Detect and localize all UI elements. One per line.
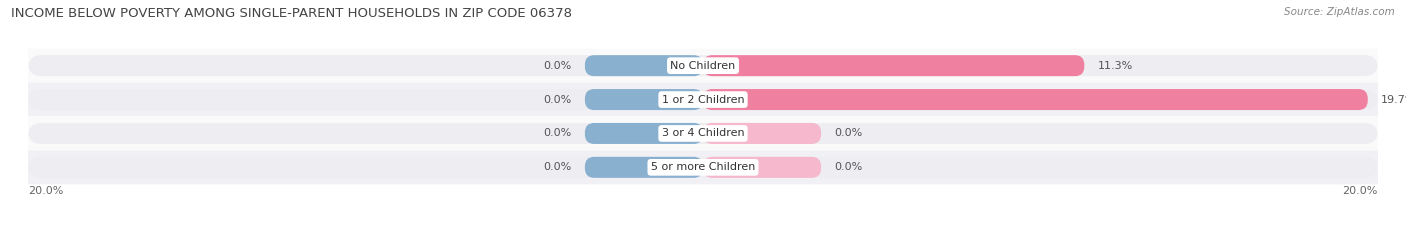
Text: 3 or 4 Children: 3 or 4 Children <box>662 128 744 138</box>
FancyBboxPatch shape <box>28 89 1378 110</box>
FancyBboxPatch shape <box>703 89 1368 110</box>
Text: INCOME BELOW POVERTY AMONG SINGLE-PARENT HOUSEHOLDS IN ZIP CODE 06378: INCOME BELOW POVERTY AMONG SINGLE-PARENT… <box>11 7 572 20</box>
FancyBboxPatch shape <box>28 55 1378 76</box>
Text: 0.0%: 0.0% <box>543 162 571 172</box>
FancyBboxPatch shape <box>585 123 703 144</box>
FancyBboxPatch shape <box>11 49 1395 83</box>
Text: 0.0%: 0.0% <box>543 128 571 138</box>
Text: 1 or 2 Children: 1 or 2 Children <box>662 95 744 105</box>
FancyBboxPatch shape <box>11 83 1395 116</box>
FancyBboxPatch shape <box>585 89 703 110</box>
FancyBboxPatch shape <box>703 55 1084 76</box>
FancyBboxPatch shape <box>28 157 1378 178</box>
Text: 5 or more Children: 5 or more Children <box>651 162 755 172</box>
FancyBboxPatch shape <box>28 123 1378 144</box>
Text: 0.0%: 0.0% <box>835 162 863 172</box>
FancyBboxPatch shape <box>703 157 821 178</box>
Text: 0.0%: 0.0% <box>543 61 571 71</box>
FancyBboxPatch shape <box>11 150 1395 184</box>
Text: 19.7%: 19.7% <box>1381 95 1406 105</box>
Text: 11.3%: 11.3% <box>1098 61 1133 71</box>
FancyBboxPatch shape <box>11 116 1395 150</box>
Text: 20.0%: 20.0% <box>1343 186 1378 196</box>
Text: 0.0%: 0.0% <box>835 128 863 138</box>
Text: 20.0%: 20.0% <box>28 186 63 196</box>
FancyBboxPatch shape <box>585 157 703 178</box>
FancyBboxPatch shape <box>585 55 703 76</box>
Text: 0.0%: 0.0% <box>543 95 571 105</box>
FancyBboxPatch shape <box>703 123 821 144</box>
Text: No Children: No Children <box>671 61 735 71</box>
Text: Source: ZipAtlas.com: Source: ZipAtlas.com <box>1284 7 1395 17</box>
